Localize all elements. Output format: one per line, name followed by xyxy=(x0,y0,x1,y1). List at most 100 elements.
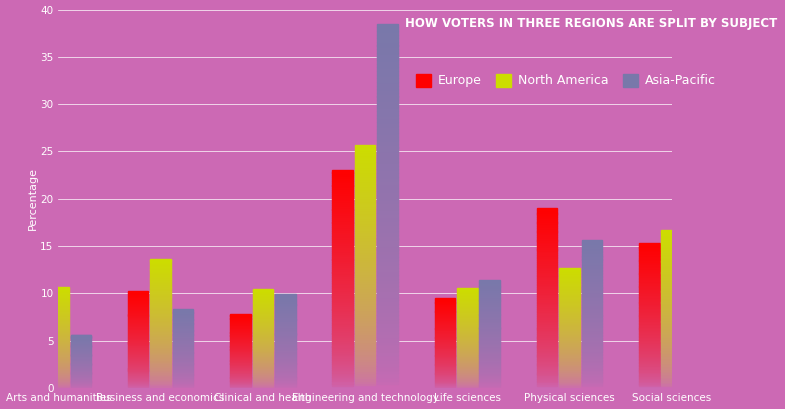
Bar xyxy=(26,305,46,306)
Bar xyxy=(559,326,580,328)
Bar xyxy=(480,347,500,348)
Bar xyxy=(480,357,500,358)
Bar xyxy=(71,359,91,360)
Bar xyxy=(559,323,580,324)
Bar xyxy=(457,288,478,289)
Bar xyxy=(662,334,682,336)
Bar xyxy=(684,293,705,294)
Bar xyxy=(253,343,273,344)
Bar xyxy=(332,305,353,308)
Bar xyxy=(275,387,296,388)
Bar xyxy=(150,372,171,374)
Bar xyxy=(559,353,580,354)
Bar xyxy=(537,337,557,339)
Bar xyxy=(639,384,659,385)
Bar xyxy=(230,366,250,367)
Bar xyxy=(582,332,602,333)
Bar xyxy=(332,381,353,384)
Bar xyxy=(457,315,478,316)
Bar xyxy=(435,349,455,350)
Bar xyxy=(639,318,659,320)
Bar xyxy=(435,356,455,357)
Bar xyxy=(71,347,91,348)
Bar xyxy=(128,380,148,381)
Bar xyxy=(173,370,193,371)
Bar xyxy=(26,275,46,277)
Bar xyxy=(173,355,193,356)
Bar xyxy=(173,372,193,373)
Bar xyxy=(355,252,375,254)
Bar xyxy=(662,276,682,277)
Bar xyxy=(173,321,193,322)
Bar xyxy=(378,38,398,42)
Bar xyxy=(128,345,148,346)
Bar xyxy=(71,343,91,344)
Bar xyxy=(230,330,250,331)
Bar xyxy=(253,341,273,342)
Bar xyxy=(435,342,455,343)
Bar xyxy=(150,289,171,290)
Bar xyxy=(355,225,375,227)
Bar xyxy=(457,292,478,293)
Bar xyxy=(48,380,69,381)
Bar xyxy=(332,310,353,312)
Bar xyxy=(684,312,705,313)
Bar xyxy=(355,208,375,211)
Bar xyxy=(150,370,171,371)
Bar xyxy=(435,376,455,377)
Bar xyxy=(582,321,602,323)
Bar xyxy=(128,364,148,365)
Bar xyxy=(128,347,148,348)
Bar xyxy=(253,334,273,335)
Bar xyxy=(48,382,69,383)
Bar xyxy=(378,344,398,348)
Bar xyxy=(332,292,353,294)
Bar xyxy=(662,255,682,257)
Bar xyxy=(684,348,705,350)
Bar xyxy=(275,377,296,378)
Bar xyxy=(253,387,273,388)
Bar xyxy=(275,385,296,386)
Bar xyxy=(435,298,455,299)
Bar xyxy=(128,350,148,351)
Bar xyxy=(355,327,375,330)
Bar xyxy=(150,273,171,275)
Bar xyxy=(48,378,69,379)
Bar xyxy=(230,386,250,387)
Bar xyxy=(457,370,478,371)
Bar xyxy=(457,372,478,373)
Bar xyxy=(253,320,273,321)
Bar xyxy=(150,339,171,340)
Bar xyxy=(128,387,148,388)
Bar xyxy=(435,322,455,323)
Bar xyxy=(48,387,69,388)
Bar xyxy=(48,287,69,288)
Bar xyxy=(150,375,171,376)
Bar xyxy=(150,345,171,347)
Bar xyxy=(71,370,91,371)
Bar xyxy=(582,364,602,366)
Bar xyxy=(662,318,682,320)
Bar xyxy=(355,249,375,252)
Bar xyxy=(173,365,193,366)
Bar xyxy=(173,344,193,345)
Bar xyxy=(355,305,375,308)
Bar xyxy=(435,371,455,372)
Bar xyxy=(128,357,148,358)
Bar xyxy=(559,276,580,277)
Bar xyxy=(684,381,705,382)
Bar xyxy=(26,299,46,300)
Bar xyxy=(230,340,250,341)
Bar xyxy=(253,312,273,313)
Bar xyxy=(128,328,148,329)
Bar xyxy=(457,333,478,334)
Bar xyxy=(230,326,250,327)
Bar xyxy=(253,290,273,292)
Bar xyxy=(662,310,682,312)
Bar xyxy=(480,352,500,353)
Bar xyxy=(355,235,375,237)
Bar xyxy=(355,369,375,371)
Bar xyxy=(230,315,250,316)
Bar xyxy=(48,374,69,375)
Bar xyxy=(275,309,296,310)
